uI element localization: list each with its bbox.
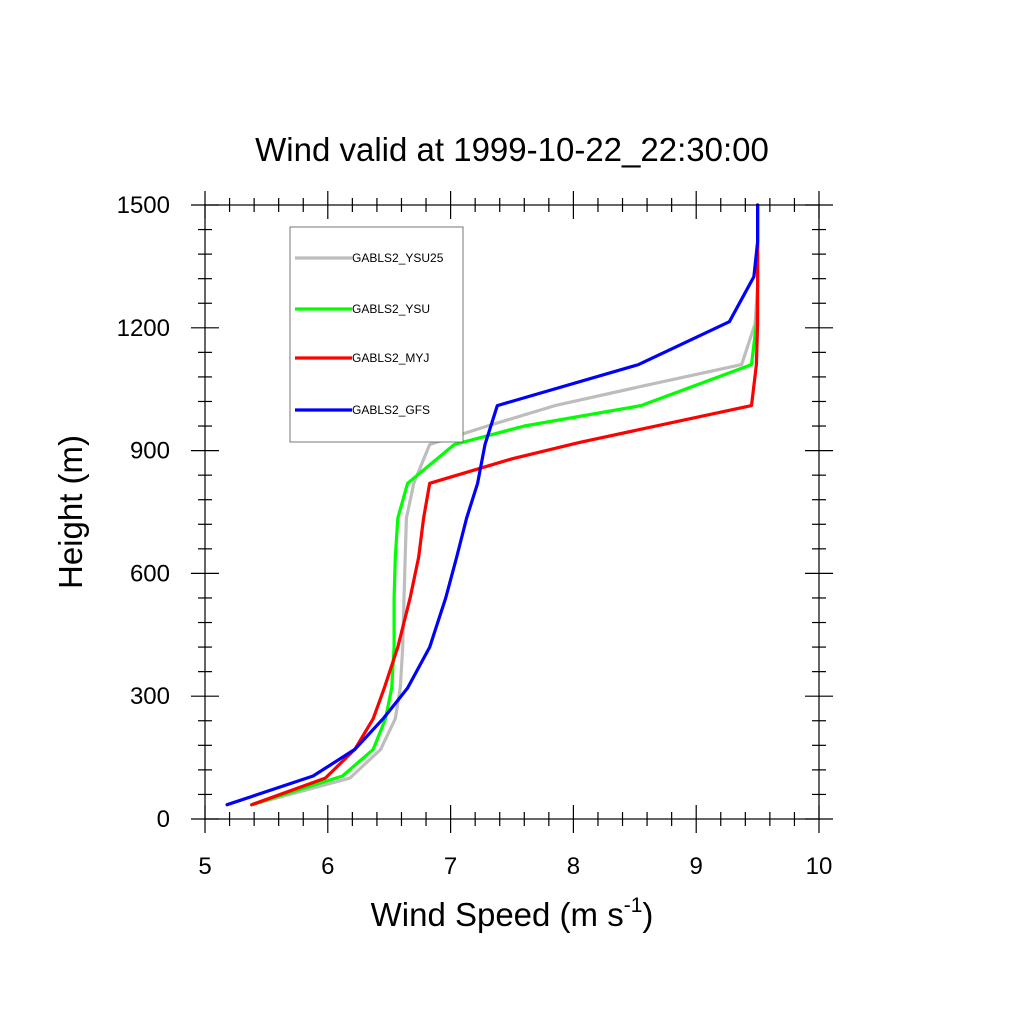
y-tick-label: 1200 — [117, 315, 170, 342]
x-tick-labels: 5 6 7 8 9 10 — [198, 853, 832, 880]
x-tick-label: 7 — [444, 853, 457, 880]
x-tick-label: 5 — [198, 853, 211, 880]
legend-items: GABLS2_YSU25 GABLS2_YSU GABLS2_MYJ GABLS2_G… — [295, 251, 444, 417]
legend-label: GABLS2_GFS — [352, 403, 430, 417]
x-tick-label: 8 — [567, 853, 580, 880]
chart-title: Wind valid at 1999-10-22_22:30:00 — [255, 131, 769, 168]
y-tick-label: 300 — [130, 683, 170, 710]
y-tick-labels: 0 300 600 900 1200 1500 — [117, 192, 170, 833]
x-axis-label-close: ) — [642, 896, 653, 933]
y-axis-label: Height (m) — [52, 435, 89, 589]
series-line-gabls2-myj — [250, 203, 760, 807]
y-tick-label: 600 — [130, 560, 170, 587]
series-line-gabls2-ysu25 — [250, 203, 760, 807]
legend: GABLS2_YSU25 GABLS2_YSU GABLS2_MYJ GABLS2_G… — [289, 226, 464, 443]
x-tick-label: 10 — [806, 853, 833, 880]
ticks-layer — [191, 191, 833, 833]
x-axis-label-superscript: -1 — [624, 894, 643, 917]
y-tick-label: 900 — [130, 438, 170, 465]
series-line-gabls2-gfs — [225, 203, 760, 807]
series-line-gabls2-ysu — [250, 203, 760, 807]
legend-label: GABLS2_YSU — [352, 302, 430, 316]
series-layer — [225, 203, 760, 807]
x-axis-label-main: Wind Speed (m s — [371, 896, 624, 933]
legend-label: GABLS2_MYJ — [352, 351, 429, 365]
x-tick-label: 9 — [690, 853, 703, 880]
x-axis-label: Wind Speed (m s-1) — [371, 894, 654, 933]
y-tick-label: 0 — [157, 806, 170, 833]
x-tick-label: 6 — [321, 853, 334, 880]
plot-frame — [204, 204, 820, 820]
legend-label: GABLS2_YSU25 — [352, 251, 444, 265]
legend-box — [289, 226, 464, 443]
y-tick-label: 1500 — [117, 192, 170, 219]
